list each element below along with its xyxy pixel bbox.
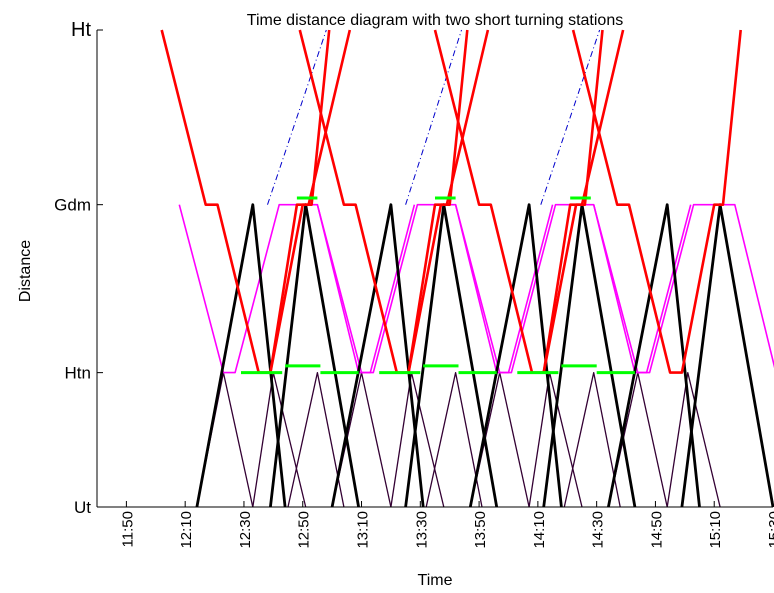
series-line-blue: [540, 29, 601, 205]
series-line-magenta: [592, 203, 774, 374]
chart-title: Time distance diagram with two short tur…: [247, 12, 623, 29]
x-tick-label: 14:50: [648, 511, 665, 549]
series-line-black: [269, 203, 360, 508]
series-line-red: [542, 29, 625, 373]
series-line-blue: [405, 29, 462, 205]
y-tick-label: Ut: [74, 498, 91, 517]
x-tick-label: 14:10: [531, 511, 548, 549]
y-axis-label: Distance: [17, 240, 34, 302]
series-line-thin: [607, 371, 668, 508]
x-axis-label: Time: [418, 572, 453, 589]
series-line-black: [607, 203, 701, 508]
series-line-thin: [563, 371, 621, 508]
series-line-thin: [425, 371, 483, 508]
series-line-thin: [469, 371, 530, 508]
plot-lines: [160, 29, 774, 508]
series-line-red: [433, 29, 604, 374]
series-line-thin: [196, 371, 254, 508]
y-tick-label: Htn: [65, 364, 91, 383]
series-line-red: [160, 29, 331, 374]
series-line-blue: [267, 29, 327, 205]
series-line-thin: [666, 371, 721, 508]
ticks: 11:50 12:10 12:30 12:50 13:10 13:30 13:50 14:10…: [54, 19, 774, 549]
series-line-red: [571, 29, 742, 374]
x-tick-label: 13:30: [413, 511, 430, 549]
x-tick-label: 14:30: [590, 511, 607, 549]
x-tick-label: 11:50: [119, 511, 136, 547]
x-tick-label: 15:30: [766, 511, 774, 549]
series-line-black: [195, 203, 287, 508]
y-tick-label: Ht: [71, 19, 91, 41]
x-tick-label: 13:50: [472, 511, 489, 549]
x-tick-label: 13:10: [355, 511, 372, 549]
series-line-thin: [287, 371, 345, 508]
series-line-thin: [331, 371, 392, 508]
x-tick-label: 15:10: [707, 511, 724, 549]
y-tick-label: Gdm: [54, 196, 91, 215]
series-line-red: [407, 29, 490, 373]
axes: [96, 30, 773, 508]
x-tick-label: 12:30: [237, 511, 254, 549]
x-tick-label: 12:50: [296, 511, 313, 549]
x-tick-label: 12:10: [178, 511, 195, 549]
series-line-black: [468, 203, 563, 508]
series-line-black: [330, 203, 425, 508]
series-line-red: [269, 29, 352, 373]
